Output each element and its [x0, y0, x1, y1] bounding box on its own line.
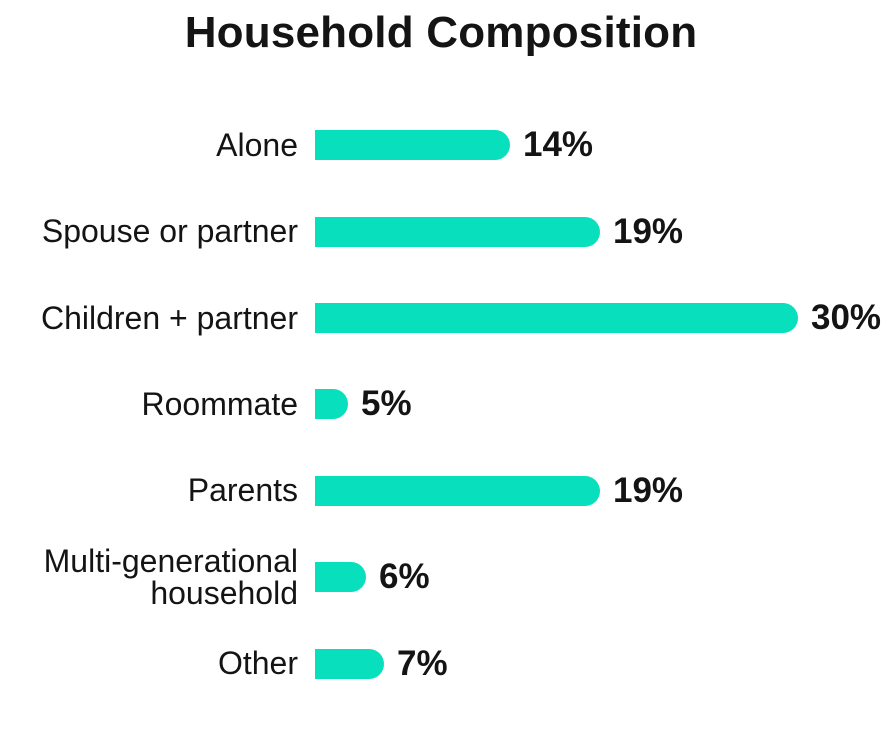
value-label: 5%	[361, 384, 412, 424]
bar	[315, 389, 348, 420]
category-label: Parents	[187, 472, 298, 509]
chart-row-other: Other 7%	[0, 620, 882, 706]
category-label: Children + partner	[40, 299, 298, 336]
value-label: 6%	[379, 557, 430, 597]
category-label: Spouse or partner	[41, 213, 298, 250]
chart-row-children-plus-partner: Children + partner 30%	[0, 275, 882, 361]
category-label: Alone	[216, 126, 298, 163]
chart-row-roommate: Roommate 5%	[0, 361, 882, 447]
value-label: 7%	[397, 643, 448, 683]
bar	[315, 562, 366, 593]
category-label: Roommate	[141, 386, 299, 423]
bar	[315, 216, 600, 247]
bar	[315, 475, 600, 506]
chart-rows: Alone 14% Spouse or partner 19% Children…	[0, 102, 882, 707]
value-label: 30%	[811, 297, 882, 337]
value-label: 14%	[523, 125, 594, 165]
chart-row-parents: Parents 19%	[0, 448, 882, 534]
bar	[315, 648, 384, 679]
chart-row-alone: Alone 14%	[0, 102, 882, 188]
bar	[315, 130, 510, 161]
category-label: Multi-generational household	[43, 542, 298, 612]
chart-row-multi-generational-household: Multi-generational household 6%	[0, 534, 882, 620]
value-label: 19%	[613, 211, 684, 251]
chart-title: Household Composition	[184, 8, 698, 57]
bar	[315, 302, 798, 333]
value-label: 19%	[613, 470, 684, 510]
chart-row-spouse-or-partner: Spouse or partner 19%	[0, 188, 882, 274]
category-label: Other	[217, 645, 298, 682]
